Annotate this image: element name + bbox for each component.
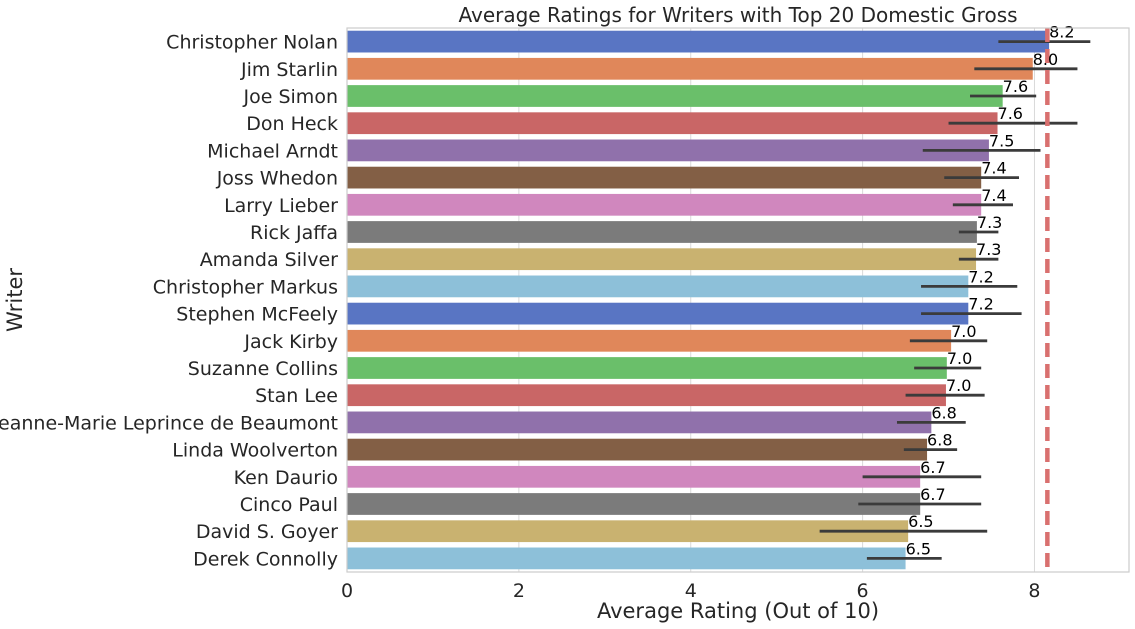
- value-label: 7.3: [976, 240, 1001, 259]
- bar: [347, 438, 928, 461]
- value-label: 6.7: [920, 458, 945, 477]
- y-tick-label: Jim Starlin: [240, 59, 338, 81]
- value-label: 6.8: [931, 403, 956, 422]
- value-label: 8.2: [1049, 23, 1074, 42]
- value-label: 7.3: [977, 213, 1002, 232]
- y-tick-label: Amanda Silver: [200, 249, 338, 271]
- value-label: 8.0: [1033, 50, 1058, 69]
- bar: [347, 493, 921, 515]
- y-tick-label: Stephen McFeely: [176, 304, 338, 326]
- x-tick-label: 0: [341, 580, 353, 602]
- chart-title: Average Ratings for Writers with Top 20 …: [458, 3, 1017, 27]
- value-label: 7.0: [946, 376, 971, 395]
- bar: [347, 465, 921, 488]
- x-axis-label: Average Rating (Out of 10): [597, 599, 879, 623]
- y-tick-label: Derek Connolly: [193, 548, 338, 570]
- bar: [347, 329, 952, 352]
- bar: [347, 193, 982, 216]
- error-bars: [819, 40, 1091, 560]
- bar: [347, 166, 982, 189]
- bar: [347, 302, 969, 325]
- y-tick-label: Don Heck: [246, 113, 338, 135]
- y-tick-label: Christopher Nolan: [166, 32, 338, 54]
- y-tick-label: Christopher Markus: [153, 276, 338, 298]
- bar: [347, 57, 1033, 80]
- value-label: 6.7: [920, 485, 945, 504]
- bar: [347, 411, 932, 434]
- x-tick-labels: 0 2 4 6 8: [341, 580, 1041, 602]
- bar: [347, 112, 998, 135]
- value-label: 7.2: [968, 295, 993, 314]
- bar: [347, 139, 989, 162]
- bars: [347, 30, 1050, 570]
- bar: [347, 357, 947, 379]
- y-tick-label: David S. Goyer: [196, 521, 338, 543]
- x-tick-label: 8: [1028, 580, 1040, 602]
- y-tick-label: Suzanne Collins: [188, 358, 338, 380]
- plot-frame: [346, 27, 1130, 573]
- value-label: 7.6: [998, 104, 1023, 123]
- bar: [347, 275, 969, 298]
- y-tick-label: Linda Woolverton: [172, 440, 338, 462]
- x-tick-label: 4: [685, 580, 697, 602]
- y-tick-label: Joe Simon: [243, 86, 338, 108]
- y-tick-label: Joss Whedon: [216, 168, 338, 190]
- bar: [347, 30, 1050, 53]
- y-tick-label: Michael Arndt: [207, 140, 338, 162]
- bar: [347, 547, 906, 570]
- y-axis-label: Writer: [3, 268, 27, 332]
- y-tick-label: Stan Lee: [255, 385, 338, 407]
- y-tick-label: Jeanne-Marie Leprince de Beaumont: [0, 412, 338, 434]
- value-label: 6.5: [906, 539, 931, 558]
- value-label: 7.0: [951, 322, 976, 341]
- y-tick-label: Ken Daurio: [234, 467, 338, 489]
- value-label: 7.4: [981, 159, 1006, 178]
- value-label: 7.6: [1003, 77, 1028, 96]
- bar: [347, 384, 946, 407]
- value-label: 7.0: [947, 349, 972, 368]
- bar: [347, 520, 909, 543]
- bar: [347, 221, 977, 243]
- value-labels: 8.2 8.0 7.6 7.6 7.5 7.4 7.4 7.3 7.3 7.2 7.2 7.0 7.0 7…: [906, 23, 1075, 559]
- value-label: 7.5: [989, 131, 1014, 150]
- value-label: 6.8: [927, 431, 952, 450]
- x-tick-label: 6: [857, 580, 869, 602]
- value-label: 7.4: [981, 186, 1006, 205]
- y-tick-label: Larry Lieber: [224, 195, 338, 217]
- bar: [347, 248, 977, 271]
- value-label: 7.2: [968, 267, 993, 286]
- y-tick-label: Cinco Paul: [240, 494, 338, 516]
- y-tick-label: Rick Jaffa: [250, 222, 338, 244]
- x-tick-label: 2: [513, 580, 525, 602]
- y-tick-label: Jack Kirby: [243, 331, 338, 353]
- y-tick-labels: Christopher Nolan Jim Starlin Joe Simon Don…: [0, 32, 338, 571]
- value-label: 6.5: [908, 512, 933, 531]
- bar: [347, 85, 1003, 107]
